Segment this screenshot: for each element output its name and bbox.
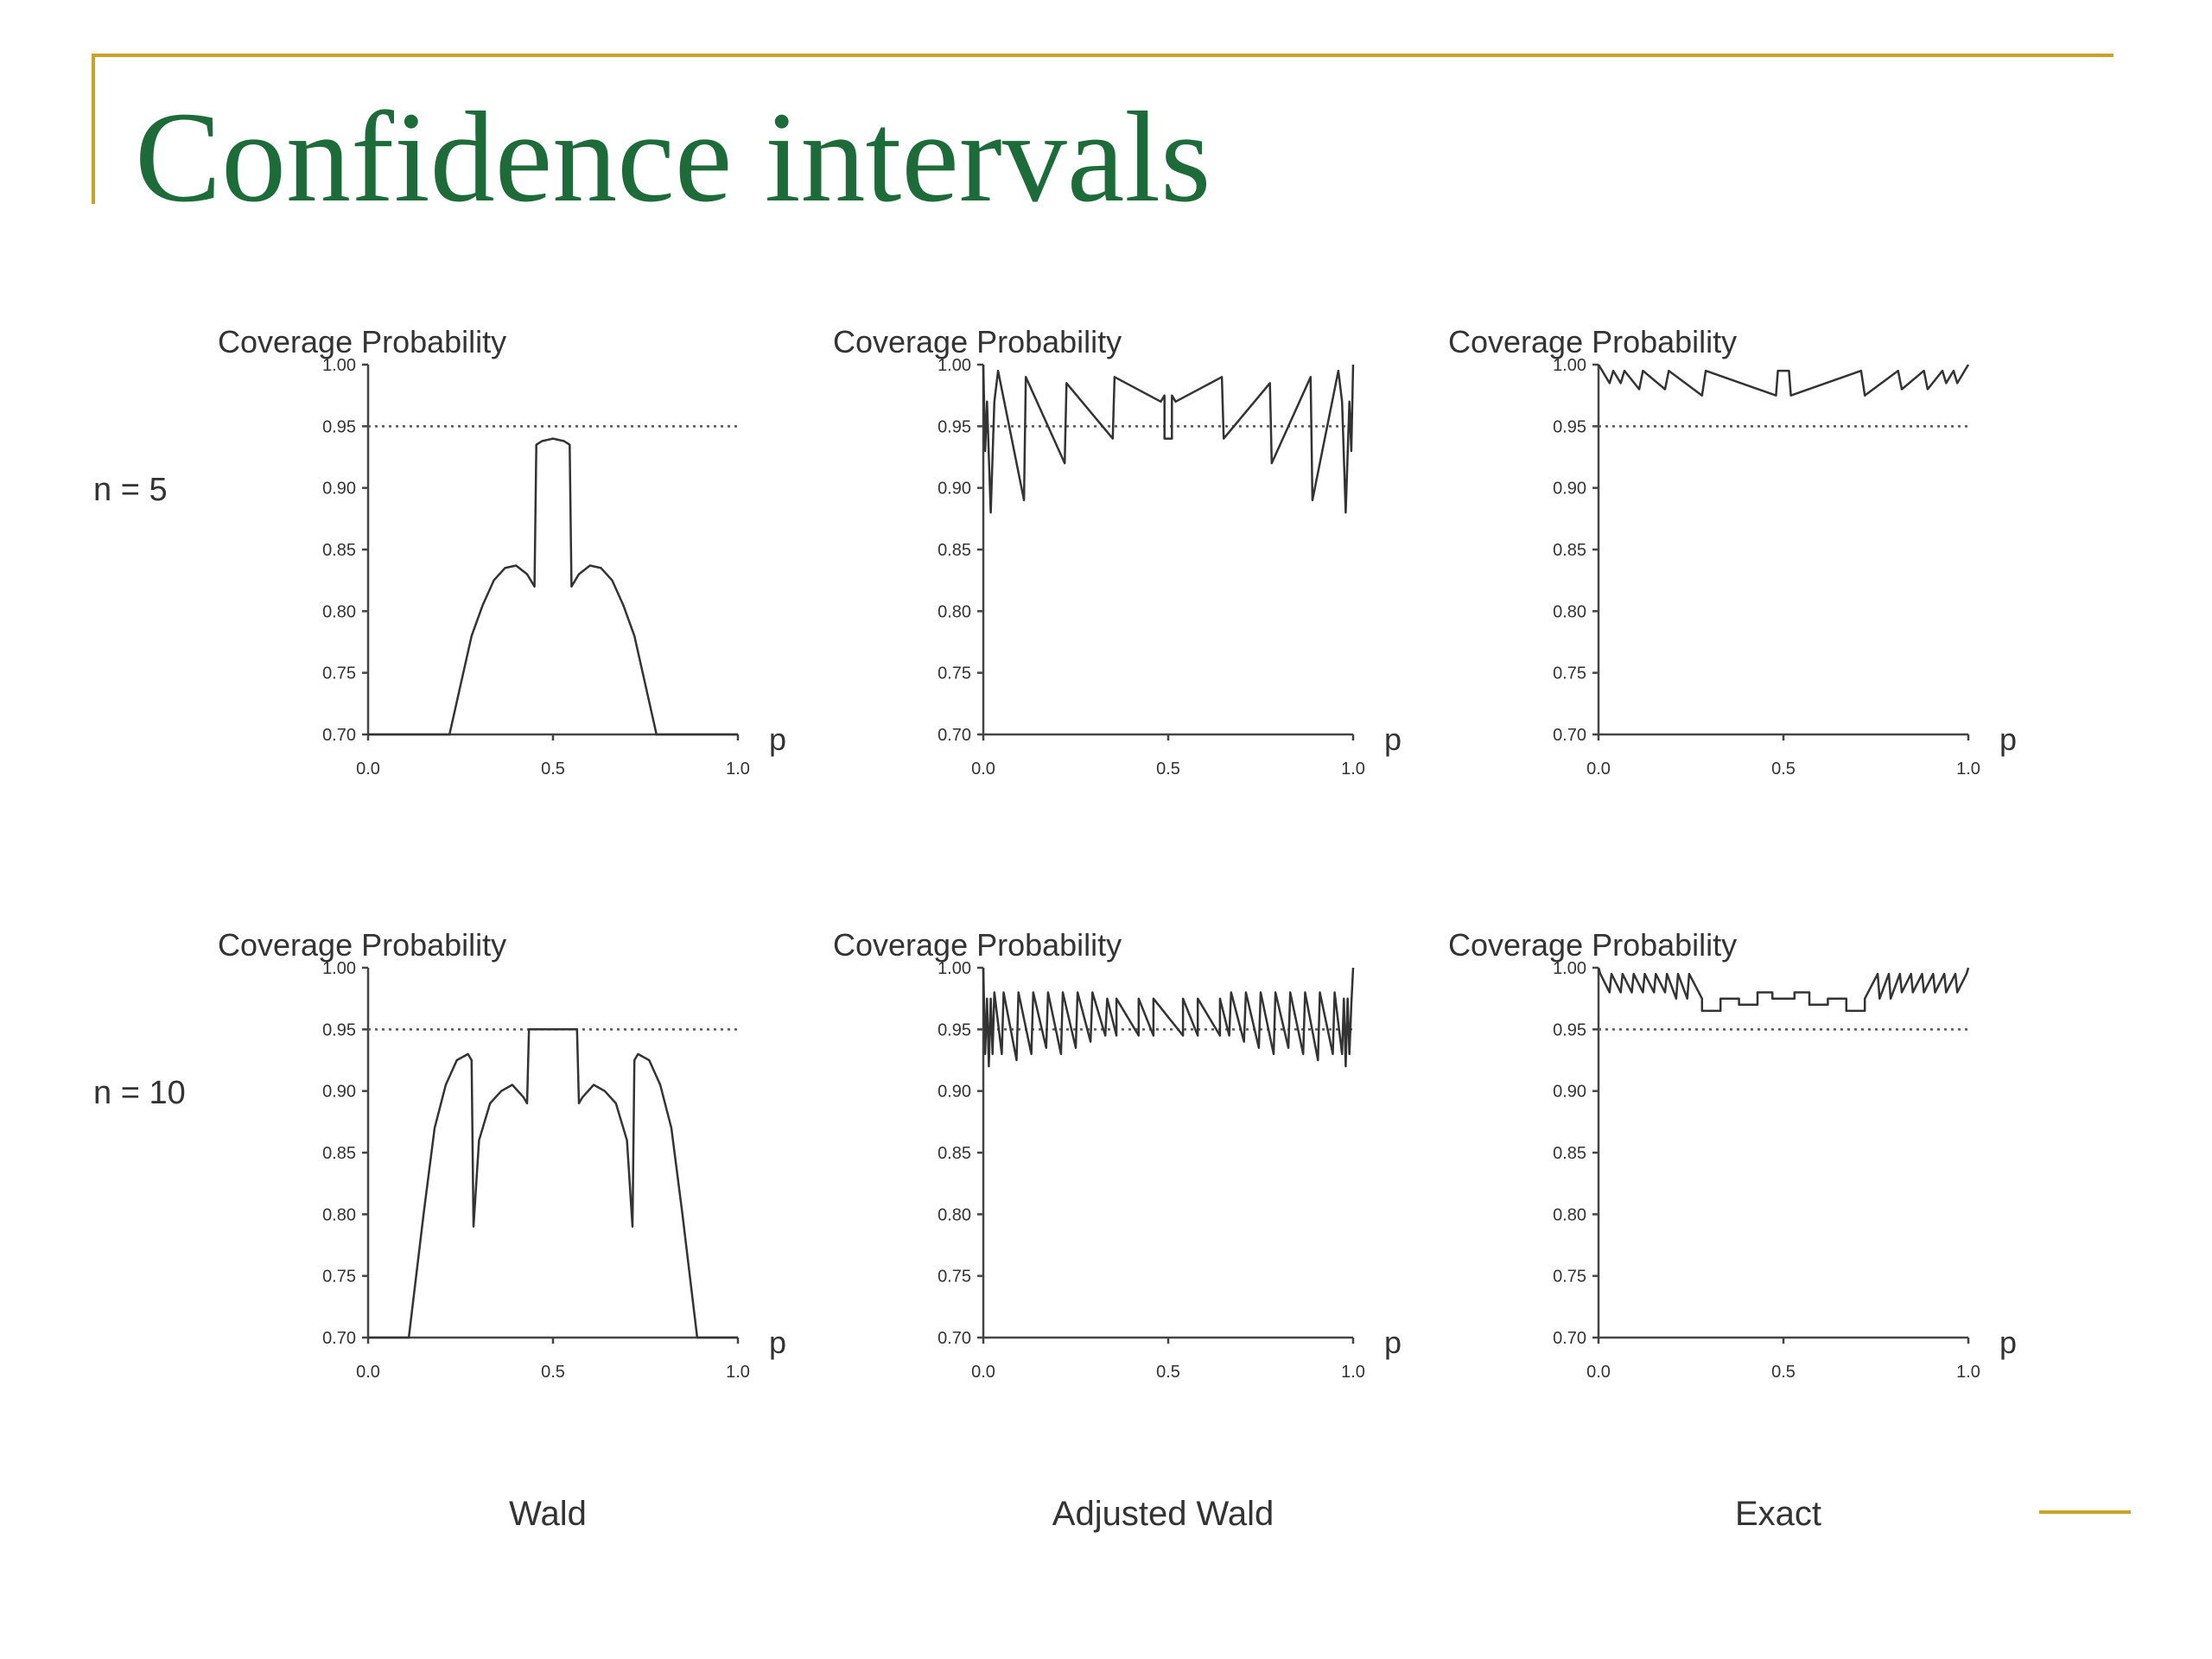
x-tick-label: 1.0 [726, 760, 750, 779]
coverage-curve [982, 967, 1355, 1068]
x-tick-label: 1.0 [1956, 760, 1980, 779]
column-label-wald: Wald [509, 1495, 587, 1533]
row-label-n10: n = 10 [93, 1075, 186, 1111]
y-tick-label: 0.90 [938, 1083, 971, 1102]
chart-title: Coverage Probability [218, 324, 506, 359]
y-tick-label: 1.00 [938, 959, 971, 978]
chart-title: Coverage Probability [1448, 324, 1737, 359]
chart-title: Coverage Probability [833, 324, 1122, 359]
x-tick-label: 1.0 [1956, 1363, 1980, 1382]
y-tick-label: 0.95 [1553, 417, 1586, 436]
chart-title: Coverage Probability [218, 927, 506, 963]
coverage-curve [982, 364, 1355, 514]
coverage-curve [1597, 967, 1970, 1013]
y-tick-label: 0.85 [1553, 1144, 1586, 1163]
y-tick-label: 0.75 [938, 664, 971, 683]
x-axis-label: p [1384, 1325, 1402, 1360]
y-tick-label: 0.80 [1553, 602, 1586, 621]
y-tick-label: 0.80 [938, 602, 971, 621]
y-tick-label: 0.80 [938, 1205, 971, 1224]
row-label-n5: n = 5 [93, 472, 168, 508]
x-tick-label: 0.0 [1586, 1363, 1611, 1382]
y-tick-label: 0.75 [322, 664, 356, 683]
x-tick-label: 0.5 [1771, 760, 1796, 779]
y-tick-label: 0.95 [938, 417, 971, 436]
y-tick-label: 0.90 [322, 480, 356, 499]
y-tick-label: 0.70 [1553, 1329, 1586, 1348]
x-tick-label: 1.0 [1341, 760, 1365, 779]
y-tick-label: 0.85 [938, 1144, 971, 1163]
x-tick-label: 0.0 [356, 760, 380, 779]
coverage-curve [368, 437, 738, 736]
x-axis-label: p [769, 721, 786, 757]
x-tick-label: 0.5 [541, 1363, 565, 1382]
y-tick-label: 0.75 [938, 1268, 971, 1287]
y-tick-label: 0.85 [938, 541, 971, 560]
y-tick-label: 1.00 [322, 959, 356, 978]
y-tick-label: 0.80 [322, 602, 356, 621]
x-tick-label: 0.0 [971, 760, 995, 779]
y-tick-label: 0.80 [322, 1205, 356, 1224]
y-tick-label: 0.75 [1553, 1268, 1586, 1287]
x-tick-label: 1.0 [1341, 1363, 1365, 1382]
y-tick-label: 0.90 [1553, 480, 1586, 499]
x-axis-label: p [1999, 1325, 2017, 1360]
y-tick-label: 0.85 [1553, 541, 1586, 560]
coverage-curve [368, 1028, 738, 1339]
y-tick-label: 0.90 [938, 480, 971, 499]
x-tick-label: 1.0 [726, 1363, 750, 1382]
y-tick-label: 0.95 [322, 1020, 356, 1039]
x-tick-label: 0.5 [1156, 1363, 1180, 1382]
y-tick-label: 1.00 [322, 356, 356, 375]
column-label-exact: Exact [1734, 1495, 1822, 1533]
chart-title: Coverage Probability [1448, 927, 1737, 963]
top-accent-rule [92, 54, 2113, 57]
x-tick-label: 0.0 [1586, 760, 1611, 779]
y-tick-label: 0.80 [1553, 1205, 1586, 1224]
y-tick-label: 0.90 [1553, 1083, 1586, 1102]
x-tick-label: 0.5 [1771, 1363, 1796, 1382]
y-tick-label: 0.85 [322, 541, 356, 560]
y-tick-label: 0.70 [322, 1329, 356, 1348]
x-tick-label: 0.5 [1156, 760, 1180, 779]
slide-title: Confidence intervals [135, 86, 1211, 229]
bottom-accent-rule [2039, 1510, 2131, 1514]
y-tick-label: 0.95 [938, 1020, 971, 1039]
left-accent-rule [92, 54, 95, 204]
y-tick-label: 0.75 [1553, 664, 1586, 683]
x-axis-label: p [769, 1325, 786, 1360]
y-tick-label: 1.00 [938, 356, 971, 375]
y-tick-label: 0.70 [322, 726, 356, 745]
y-tick-label: 0.70 [938, 726, 971, 745]
x-axis-label: p [1999, 721, 2017, 757]
y-tick-label: 0.90 [322, 1083, 356, 1102]
y-tick-label: 0.85 [322, 1144, 356, 1163]
x-tick-label: 0.0 [971, 1363, 995, 1382]
y-tick-label: 0.95 [1553, 1020, 1586, 1039]
y-tick-label: 1.00 [1553, 959, 1586, 978]
column-label-adjusted-wald: Adjusted Wald [1052, 1495, 1274, 1533]
chart-title: Coverage Probability [833, 927, 1122, 963]
y-tick-label: 0.75 [322, 1268, 356, 1287]
x-tick-label: 0.5 [541, 760, 565, 779]
x-tick-label: 0.0 [356, 1363, 380, 1382]
y-tick-label: 0.70 [938, 1329, 971, 1348]
x-axis-label: p [1384, 721, 1402, 757]
y-tick-label: 0.70 [1553, 726, 1586, 745]
y-tick-label: 0.95 [322, 417, 356, 436]
y-tick-label: 1.00 [1553, 356, 1586, 375]
coverage-curve [1597, 364, 1970, 397]
